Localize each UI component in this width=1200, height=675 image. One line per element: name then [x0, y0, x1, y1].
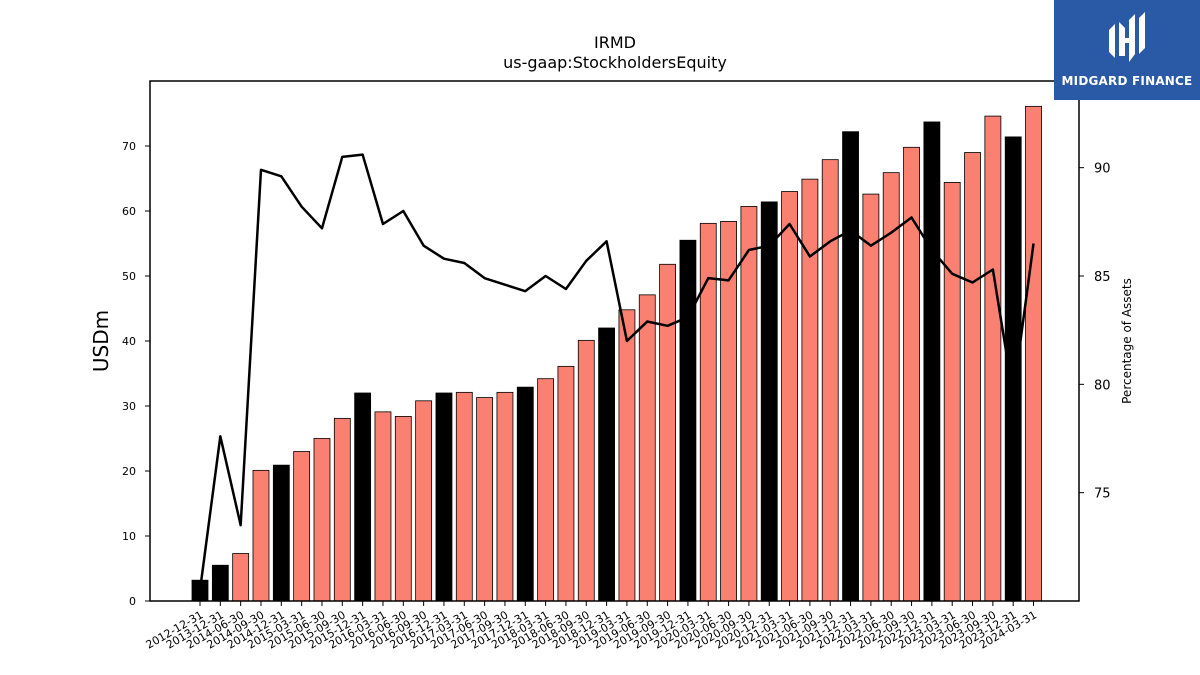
bar: [903, 146, 920, 602]
y-axis-right: 75 80 85 90: [1079, 162, 1111, 502]
bar: [740, 206, 758, 602]
bar: [801, 178, 819, 602]
bar: [923, 121, 941, 602]
y-tick-label: 40: [122, 335, 136, 348]
bar: [333, 417, 351, 602]
y-axis-label: USDm: [89, 310, 113, 372]
bar: [211, 564, 229, 602]
chart-title: IRMD: [594, 33, 636, 52]
logo-text: MIDGARD FINANCE: [1061, 74, 1193, 88]
bar: [313, 438, 331, 602]
bar: [293, 451, 311, 602]
percentage-line: [198, 153, 1035, 591]
y-tick-label: 30: [122, 400, 136, 413]
chart-subtitle: us-gaap:StockholdersEquity: [503, 53, 727, 72]
bar: [984, 115, 1002, 602]
bar: [760, 201, 778, 602]
y-tick-label: 10: [122, 530, 136, 543]
y-right-tick-label: 85: [1094, 270, 1111, 285]
bars-group: [191, 105, 1042, 602]
y-axis-left: 0 10 20 30 40 50 60 70: [122, 140, 150, 608]
bar: [557, 365, 575, 602]
bar: [476, 397, 494, 602]
y-tick-label: 20: [122, 465, 136, 478]
x-axis: 2012-12-312013-12-312014-06-302014-09-30…: [144, 601, 1039, 652]
bar: [862, 193, 880, 602]
bar: [435, 392, 453, 602]
bar: [638, 294, 656, 602]
bar: [394, 415, 412, 602]
bar: [516, 386, 534, 602]
bar: [842, 131, 859, 602]
bar: [964, 152, 981, 602]
bar: [821, 159, 839, 602]
midgard-logo-icon: [1109, 12, 1145, 62]
bar: [1025, 105, 1042, 602]
bar: [354, 392, 372, 602]
bar: [415, 400, 433, 602]
y-tick-label: 70: [122, 140, 136, 153]
bar: [374, 411, 392, 602]
bar: [252, 469, 270, 602]
bar: [618, 309, 636, 602]
bar: [232, 553, 250, 602]
bar: [496, 391, 514, 602]
bar: [455, 391, 473, 602]
y-right-tick-label: 75: [1094, 487, 1111, 502]
bar: [577, 339, 595, 602]
y-axis-right-label: Percentage of Assets: [1120, 278, 1134, 404]
bar: [598, 327, 615, 602]
logo: MIDGARD FINANCE: [1054, 0, 1200, 100]
y-right-tick-label: 80: [1094, 378, 1111, 393]
bar: [272, 464, 290, 602]
bar: [943, 181, 961, 602]
percentage-line-group: [198, 153, 1035, 591]
y-tick-label: 60: [122, 205, 136, 218]
y-tick-label: 50: [122, 270, 136, 283]
bar: [781, 191, 798, 602]
bar: [1004, 136, 1022, 602]
bar: [659, 263, 676, 602]
y-tick-label: 0: [129, 595, 136, 608]
bar: [537, 378, 555, 602]
y-right-tick-label: 90: [1094, 162, 1111, 177]
bar: [679, 239, 697, 602]
